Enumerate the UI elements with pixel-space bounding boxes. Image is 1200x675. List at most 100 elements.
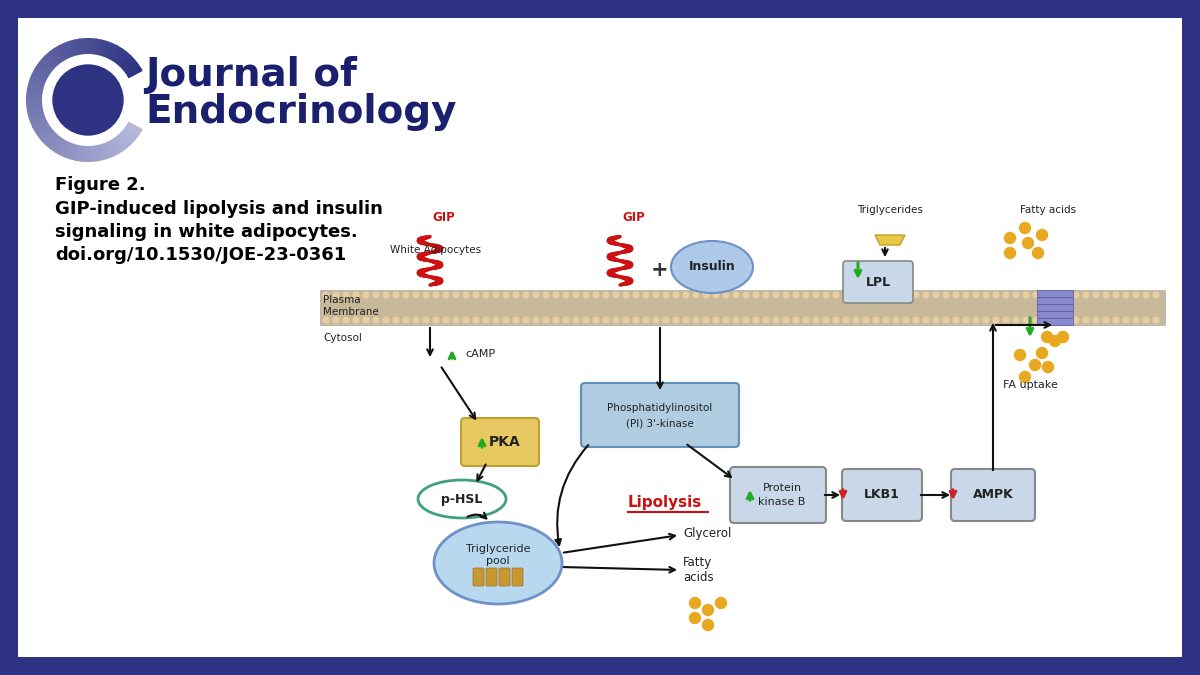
Wedge shape: [74, 145, 83, 161]
Circle shape: [424, 292, 428, 298]
Circle shape: [364, 292, 368, 298]
Wedge shape: [79, 38, 86, 55]
Text: GIP: GIP: [623, 211, 646, 224]
Ellipse shape: [434, 522, 562, 604]
Circle shape: [1032, 248, 1044, 259]
Wedge shape: [98, 143, 109, 161]
Circle shape: [673, 292, 679, 298]
Wedge shape: [35, 63, 50, 77]
Circle shape: [574, 292, 578, 298]
Circle shape: [604, 317, 608, 323]
Wedge shape: [94, 38, 102, 55]
Circle shape: [690, 597, 701, 608]
Circle shape: [563, 292, 569, 298]
Wedge shape: [95, 144, 103, 161]
Circle shape: [1073, 292, 1079, 298]
Wedge shape: [90, 145, 98, 162]
Circle shape: [690, 612, 701, 624]
Circle shape: [484, 292, 488, 298]
Circle shape: [433, 292, 439, 298]
Text: p-HSL: p-HSL: [442, 493, 482, 506]
Circle shape: [533, 292, 539, 298]
Circle shape: [904, 317, 908, 323]
Circle shape: [623, 292, 629, 298]
Circle shape: [583, 292, 589, 298]
Wedge shape: [68, 39, 78, 57]
Text: cAMP: cAMP: [466, 349, 496, 359]
Wedge shape: [32, 120, 49, 133]
Circle shape: [934, 317, 938, 323]
Circle shape: [334, 292, 338, 298]
Circle shape: [413, 292, 419, 298]
Text: Cytosol: Cytosol: [323, 333, 362, 343]
Wedge shape: [54, 138, 67, 155]
Circle shape: [733, 292, 739, 298]
Circle shape: [763, 292, 769, 298]
Circle shape: [702, 605, 714, 616]
Circle shape: [1037, 230, 1048, 240]
Bar: [1037, 290, 1073, 297]
Wedge shape: [106, 43, 118, 59]
Text: pool: pool: [486, 556, 510, 566]
Circle shape: [553, 292, 559, 298]
Circle shape: [343, 317, 349, 323]
Circle shape: [664, 292, 668, 298]
Text: Figure 2.: Figure 2.: [55, 176, 145, 194]
Circle shape: [553, 317, 559, 323]
Circle shape: [1093, 292, 1099, 298]
Wedge shape: [28, 108, 44, 117]
Text: Glycerol: Glycerol: [683, 527, 731, 541]
Circle shape: [1103, 317, 1109, 323]
Wedge shape: [35, 124, 52, 138]
Wedge shape: [126, 122, 142, 136]
Circle shape: [1133, 317, 1139, 323]
Wedge shape: [42, 130, 56, 146]
Circle shape: [1084, 292, 1088, 298]
Circle shape: [1043, 317, 1049, 323]
Circle shape: [702, 620, 714, 630]
Circle shape: [694, 317, 698, 323]
Wedge shape: [26, 100, 42, 107]
Text: Endocrinology: Endocrinology: [145, 93, 456, 131]
Circle shape: [493, 292, 499, 298]
Circle shape: [844, 317, 848, 323]
Wedge shape: [53, 45, 66, 62]
Circle shape: [1144, 292, 1148, 298]
Circle shape: [713, 317, 719, 323]
Text: (PI) 3'-kinase: (PI) 3'-kinase: [626, 418, 694, 428]
Wedge shape: [110, 138, 124, 155]
Circle shape: [454, 317, 458, 323]
Circle shape: [563, 317, 569, 323]
Ellipse shape: [418, 480, 506, 518]
Circle shape: [1054, 317, 1058, 323]
Circle shape: [964, 292, 968, 298]
Circle shape: [1014, 350, 1026, 360]
Circle shape: [1153, 317, 1159, 323]
Circle shape: [664, 317, 668, 323]
Circle shape: [1057, 331, 1068, 342]
Circle shape: [503, 292, 509, 298]
Circle shape: [1093, 317, 1099, 323]
Circle shape: [1020, 223, 1031, 234]
Circle shape: [533, 317, 539, 323]
FancyBboxPatch shape: [952, 469, 1034, 521]
Text: Phosphatidylinositol: Phosphatidylinositol: [607, 403, 713, 413]
Circle shape: [923, 317, 929, 323]
Text: doi.org/10.1530/JOE-23-0361: doi.org/10.1530/JOE-23-0361: [55, 246, 347, 264]
Circle shape: [403, 292, 409, 298]
Wedge shape: [29, 112, 46, 123]
Wedge shape: [26, 95, 42, 101]
Circle shape: [1004, 248, 1015, 259]
Wedge shape: [125, 69, 155, 132]
Text: Protein: Protein: [762, 483, 802, 493]
Circle shape: [983, 292, 989, 298]
Circle shape: [1042, 331, 1052, 342]
Circle shape: [803, 292, 809, 298]
Circle shape: [514, 317, 518, 323]
Polygon shape: [875, 235, 905, 245]
Circle shape: [593, 317, 599, 323]
Circle shape: [743, 292, 749, 298]
Circle shape: [643, 317, 649, 323]
Wedge shape: [127, 68, 144, 80]
Circle shape: [994, 317, 998, 323]
